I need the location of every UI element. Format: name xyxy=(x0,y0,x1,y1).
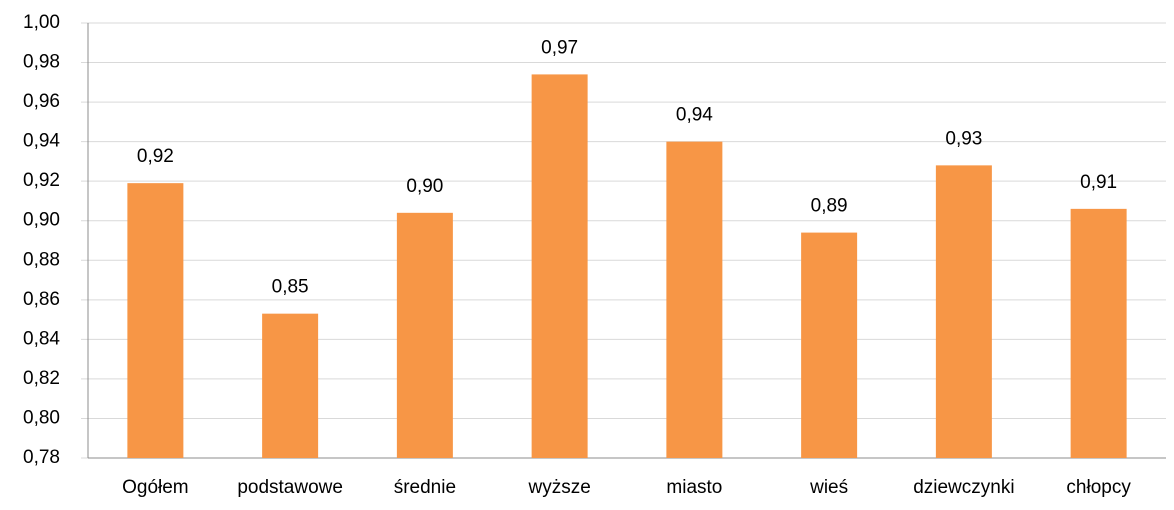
bar xyxy=(127,183,184,458)
data-label: 0,94 xyxy=(676,105,713,126)
data-label: 0,97 xyxy=(541,37,578,58)
y-tick-label: 0,94 xyxy=(23,131,60,152)
y-tick-label: 0,98 xyxy=(23,52,60,73)
x-tick-label: chłopcy xyxy=(1066,477,1131,498)
bar xyxy=(262,313,319,458)
data-label: 0,92 xyxy=(137,146,174,167)
x-tick-label: dziewczynki xyxy=(913,477,1014,498)
y-tick-label: 1,00 xyxy=(23,12,60,33)
bar xyxy=(935,165,992,458)
y-tick-label: 0,86 xyxy=(23,289,60,310)
data-label: 0,91 xyxy=(1080,172,1117,193)
data-label: 0,90 xyxy=(406,176,443,197)
data-label: 0,89 xyxy=(811,196,848,217)
bar xyxy=(531,74,588,458)
y-tick-label: 0,80 xyxy=(23,407,60,428)
y-tick-label: 0,84 xyxy=(23,328,60,349)
x-tick-label: wyższe xyxy=(527,477,590,498)
bar xyxy=(666,141,723,459)
bar xyxy=(396,212,453,458)
x-tick-label: miasto xyxy=(666,477,722,498)
x-tick-label: Ogółem xyxy=(122,477,189,498)
data-label: 0,93 xyxy=(945,128,982,149)
y-tick-label: 0,88 xyxy=(23,249,60,270)
y-tick-label: 0,82 xyxy=(23,368,60,389)
bar xyxy=(801,232,858,458)
x-tick-label: wieś xyxy=(809,477,848,498)
y-tick-label: 0,78 xyxy=(23,447,60,468)
data-label: 0,85 xyxy=(272,277,309,298)
x-tick-label: podstawowe xyxy=(237,477,343,498)
y-tick-label: 0,96 xyxy=(23,91,60,112)
y-tick-label: 0,90 xyxy=(23,210,60,231)
y-tick-label: 0,92 xyxy=(23,170,60,191)
bar xyxy=(1070,208,1127,458)
x-tick-label: średnie xyxy=(394,477,456,498)
